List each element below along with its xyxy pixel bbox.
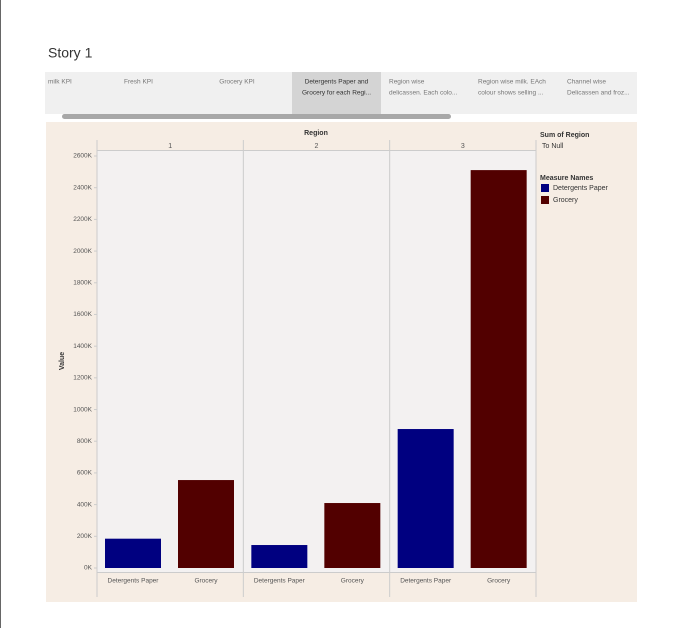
y-tick-label: 1400K: [73, 343, 92, 350]
y-tick-label: 0K: [84, 565, 93, 572]
pane-label: 3: [461, 143, 465, 150]
legend-label: Detergents Paper: [553, 185, 609, 192]
legend-label: Grocery: [553, 197, 578, 204]
x-tick-label: Grocery: [341, 578, 365, 585]
y-tick-label: 600K: [77, 470, 93, 477]
tab-label: Region wise milk. EAch: [478, 79, 546, 86]
tab-selected[interactable]: [292, 72, 381, 114]
x-tick-label: Detergents Paper: [108, 578, 160, 585]
pane-label: 2: [315, 143, 319, 150]
tab-label: Channel wise: [567, 79, 606, 86]
y-tick-label: 1600K: [73, 311, 92, 318]
y-tick-label: 2200K: [73, 216, 92, 223]
bar[interactable]: [470, 170, 527, 568]
bar[interactable]: [397, 429, 454, 568]
scrollbar[interactable]: [62, 114, 451, 119]
x-tick-label: Grocery: [194, 578, 218, 585]
plot-area: [97, 150, 536, 572]
tab-label: Region wise: [389, 79, 425, 86]
tab-label: Detergents Paper and: [305, 79, 369, 86]
legend-title: Sum of Region: [540, 132, 589, 139]
y-tick-label: 2600K: [73, 153, 92, 160]
bar[interactable]: [178, 480, 234, 568]
column-header: Region: [304, 130, 328, 137]
legend-title: Measure Names: [540, 175, 593, 182]
tab-label: Grocery KPI: [219, 79, 255, 86]
legend-text: To Null: [542, 143, 564, 150]
y-tick-label: 1000K: [73, 406, 92, 413]
bar[interactable]: [324, 503, 381, 568]
y-tick-label: 1800K: [73, 279, 92, 286]
tab-label: Fresh KPI: [124, 79, 153, 86]
tab-label: Grocery for each Regi...: [302, 90, 371, 97]
y-tick-label: 1200K: [73, 375, 92, 382]
story-title: Story 1: [48, 45, 93, 61]
y-tick-label: 2400K: [73, 184, 92, 191]
legend-swatch[interactable]: [541, 196, 549, 204]
tab-label: colour shows selling ...: [478, 90, 544, 97]
legend-swatch[interactable]: [541, 184, 549, 192]
bar[interactable]: [251, 545, 308, 568]
pane-label: 1: [168, 143, 172, 150]
y-tick-label: 800K: [77, 438, 93, 445]
tab-label: Delicassen and froz...: [567, 90, 630, 97]
bar[interactable]: [105, 538, 161, 568]
tab-label: delicassen. Each colo...: [389, 90, 457, 97]
x-tick-label: Detergents Paper: [400, 578, 452, 585]
y-tick-label: 200K: [77, 533, 93, 540]
x-tick-label: Grocery: [487, 578, 511, 585]
y-axis-label: Value: [59, 352, 66, 370]
y-tick-label: 2000K: [73, 248, 92, 255]
y-tick-label: 400K: [77, 501, 93, 508]
tab-label: milk KPI: [48, 79, 72, 86]
x-tick-label: Detergents Paper: [254, 578, 306, 585]
